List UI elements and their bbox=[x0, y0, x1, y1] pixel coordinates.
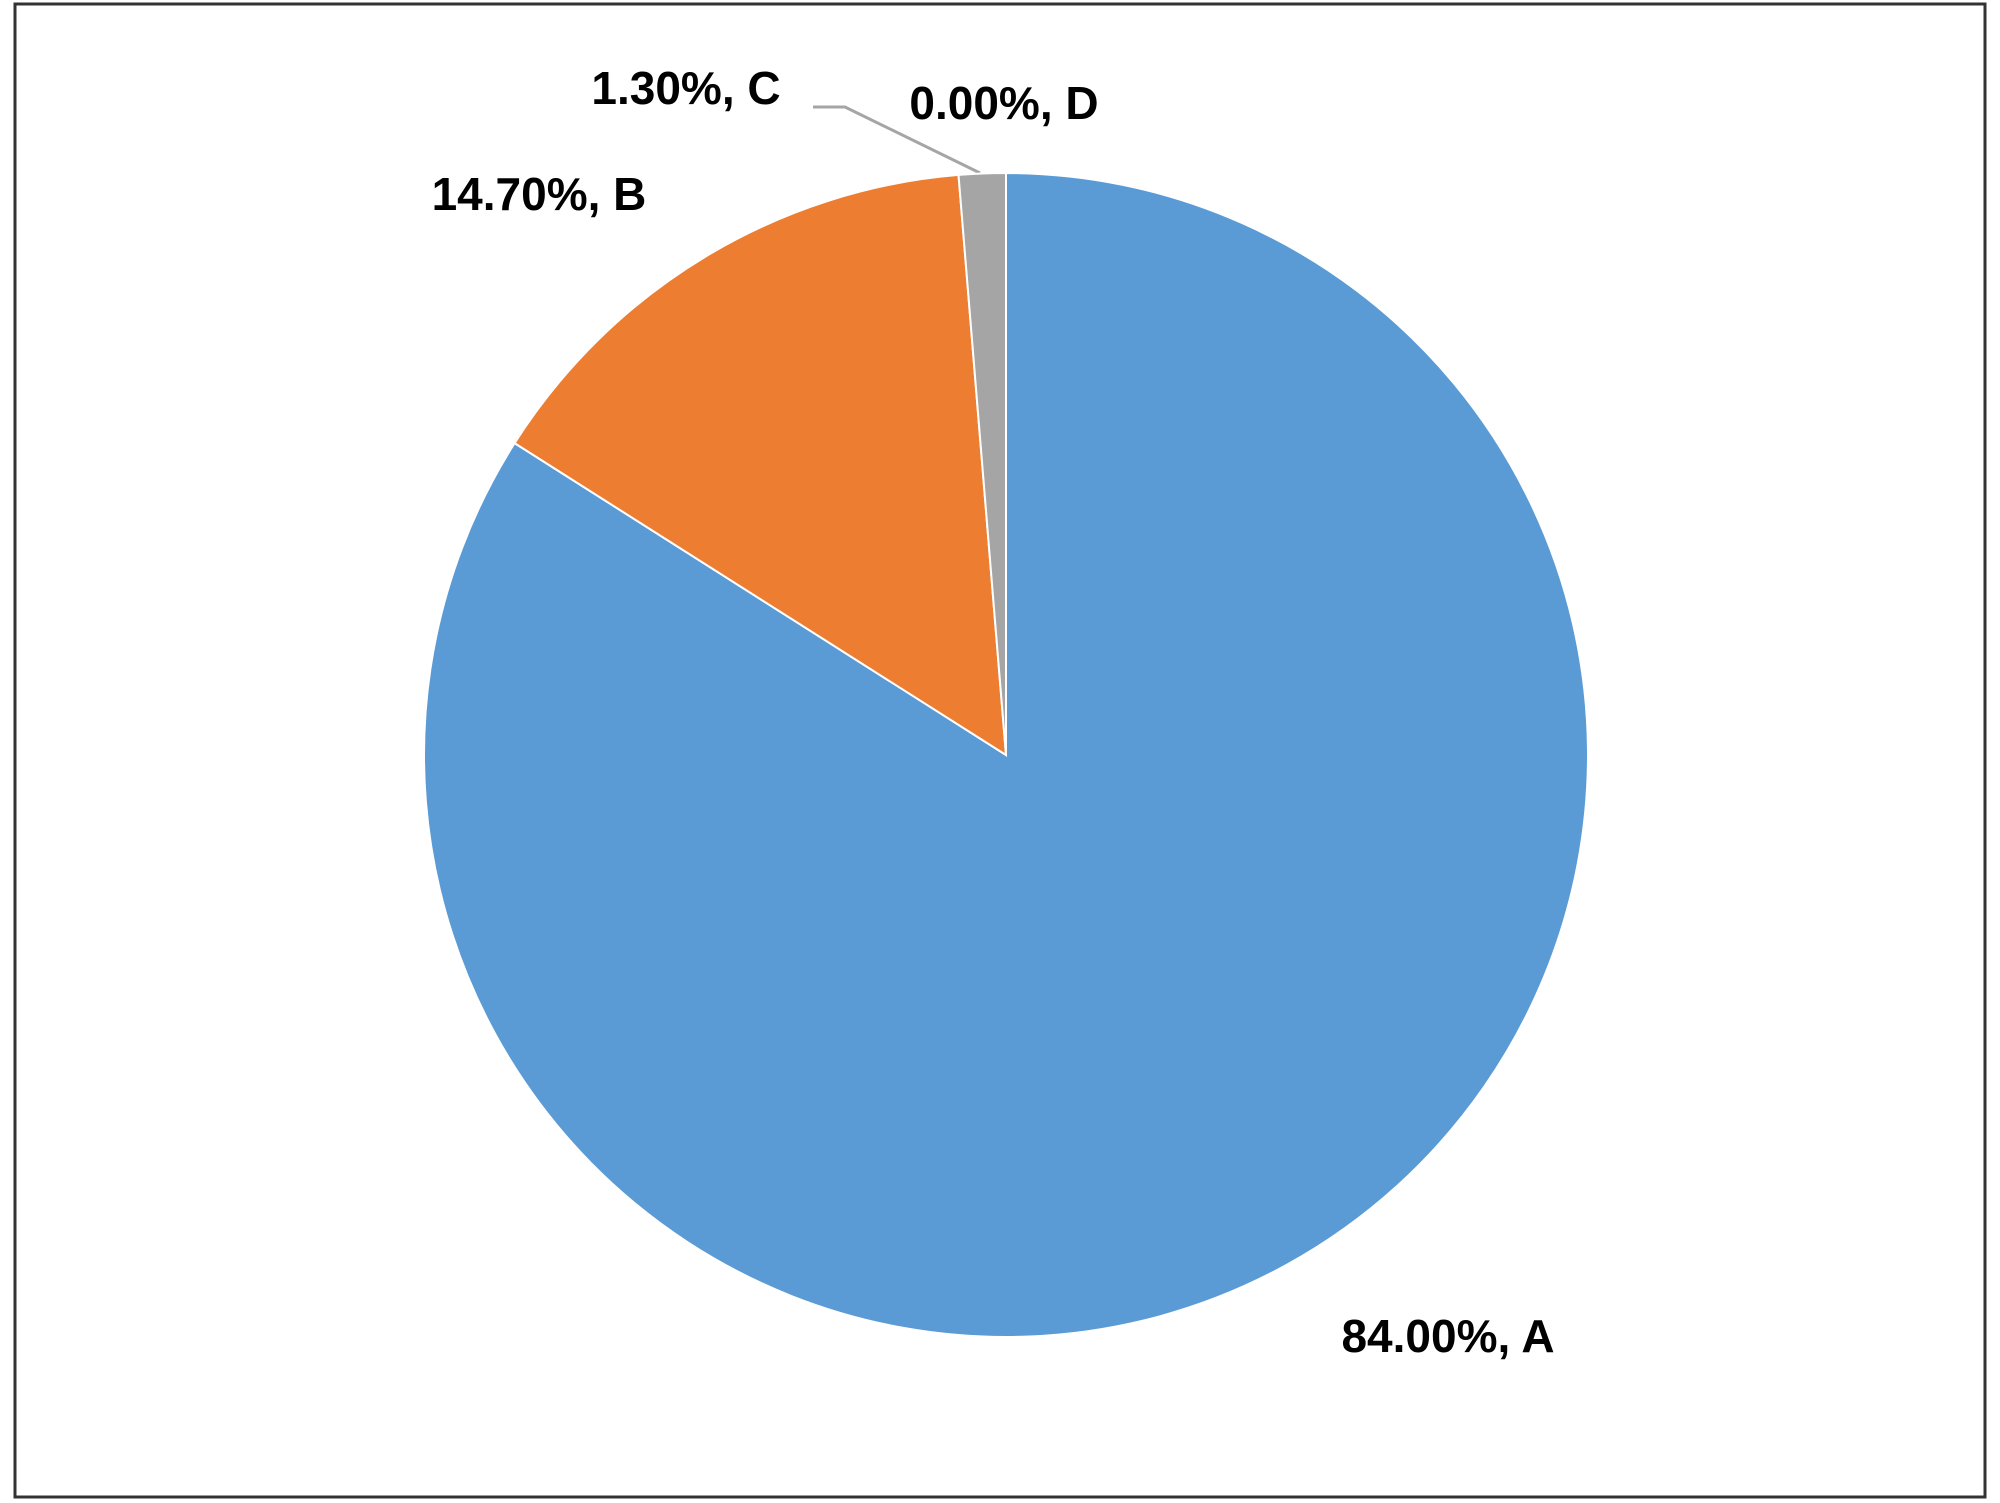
leader-line bbox=[813, 105, 981, 175]
data-label: 0.00%, D bbox=[909, 77, 1098, 129]
data-label: 1.30%, C bbox=[591, 62, 780, 114]
data-label: 14.70%, B bbox=[432, 168, 647, 220]
data-label: 84.00%, A bbox=[1341, 1310, 1554, 1362]
pie-slice bbox=[957, 171, 1007, 756]
pie-slice bbox=[513, 173, 1008, 757]
